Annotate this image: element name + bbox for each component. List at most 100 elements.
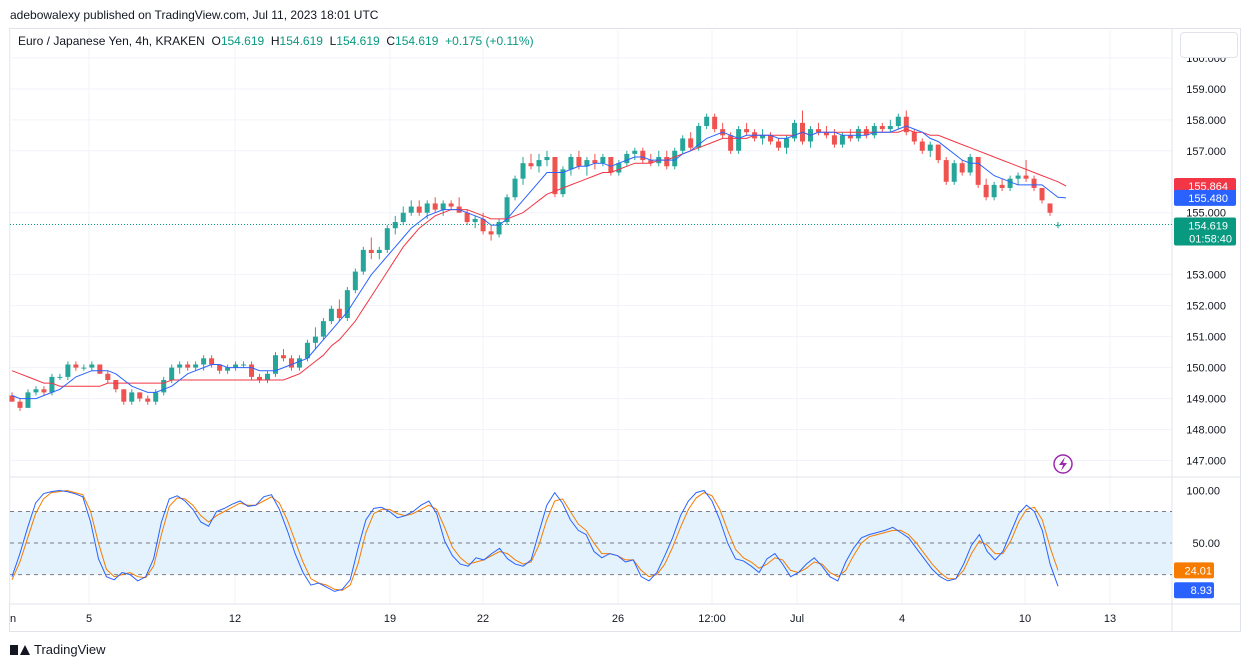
- candle-body: [81, 367, 87, 369]
- time-axis-tick: n: [10, 613, 16, 625]
- time-axis-tick: Jul: [790, 613, 804, 625]
- candle-body: [760, 135, 766, 139]
- candle-body: [209, 358, 215, 365]
- time-axis-tick: 10: [1019, 613, 1031, 625]
- lightning-bolt-icon: [1059, 457, 1067, 471]
- oscillator-label-box: [1174, 562, 1214, 579]
- candle-body: [249, 364, 255, 377]
- candle-body: [233, 364, 239, 368]
- oscillator-axis-tick: 100.00: [1186, 486, 1220, 498]
- change-value: +0.175 (+0.11%): [445, 34, 534, 48]
- candle-body: [728, 135, 734, 151]
- candle-body: [768, 135, 774, 142]
- candle-body: [400, 212, 406, 223]
- candle-body: [943, 160, 949, 182]
- candle-body: [560, 169, 566, 195]
- candle-body: [999, 184, 1005, 188]
- candle-body: [368, 249, 374, 253]
- candle-body: [744, 129, 750, 133]
- publisher-line: adebowalexy published on TradingView.com…: [10, 8, 379, 22]
- candle-body: [1039, 187, 1045, 201]
- candle-body: [65, 364, 71, 377]
- candle-body: [664, 156, 670, 167]
- candle-body: [1055, 225, 1061, 227]
- tradingview-logo-icon: [10, 643, 30, 657]
- candle-body: [448, 203, 454, 207]
- candle-body: [49, 376, 55, 393]
- candle-body: [927, 144, 933, 151]
- candle-body: [536, 160, 542, 167]
- oscillator-label-value: 8.93: [1191, 585, 1212, 597]
- candle-body: [105, 373, 111, 380]
- candle-body: [17, 401, 23, 408]
- candle-body: [488, 231, 494, 235]
- candle-body: [1015, 175, 1021, 179]
- candle-body: [528, 163, 534, 167]
- price-label-value: 155.480: [1188, 193, 1228, 205]
- candle-body: [616, 163, 622, 173]
- brand-name: TradingView: [34, 642, 106, 657]
- candle-body: [776, 141, 782, 148]
- low-label: L: [329, 34, 337, 48]
- candle-body: [496, 222, 502, 235]
- candle-body: [288, 358, 294, 368]
- candle-body: [121, 389, 127, 402]
- time-axis-tick: 22: [477, 613, 489, 625]
- candle-body: [1023, 175, 1029, 179]
- candle-body: [145, 398, 151, 402]
- price-axis-tick: 153.000: [1186, 270, 1226, 282]
- candle-body: [504, 197, 510, 223]
- candle-body: [480, 218, 486, 232]
- oscillator-label-box: [1174, 582, 1214, 599]
- candle-body: [1047, 203, 1053, 213]
- candle-body: [153, 392, 159, 402]
- candle-body: [991, 184, 997, 198]
- candle-body: [464, 212, 470, 223]
- candle-body: [552, 156, 558, 195]
- symbol-name: Euro / Japanese Yen, 4h, KRAKEN: [18, 34, 205, 48]
- candle-body: [696, 126, 702, 148]
- candle-body: [935, 144, 941, 161]
- candle-body: [792, 122, 798, 139]
- time-axis-tick: 26: [612, 613, 624, 625]
- candle-body: [600, 156, 606, 164]
- candle-body: [704, 116, 710, 127]
- candle-body: [592, 160, 598, 164]
- candle-body: [712, 116, 718, 130]
- countdown-timer: 01:58:40: [1189, 234, 1232, 246]
- candle-body: [217, 364, 223, 371]
- price-axis-tick: 148.000: [1186, 425, 1226, 437]
- candle-body: [983, 184, 989, 198]
- candle-body: [392, 222, 398, 229]
- candle-body: [320, 321, 326, 337]
- time-axis-tick: 12:00: [698, 613, 726, 625]
- candle-body: [193, 364, 199, 368]
- high-label: H: [270, 34, 280, 48]
- price-scale-button[interactable]: [1180, 32, 1238, 58]
- ma-fast-line: [11, 125, 1067, 400]
- price-axis-tick: 157.000: [1186, 146, 1226, 158]
- symbol-legend: Euro / Japanese Yen, 4h, KRAKEN O154.619…: [18, 34, 534, 48]
- candle-body: [89, 364, 95, 368]
- candle-body: [895, 116, 901, 127]
- candle-body: [169, 367, 175, 380]
- candle-body: [520, 163, 526, 179]
- candle-body: [823, 132, 829, 136]
- candle-body: [57, 376, 63, 378]
- candle-body: [113, 379, 119, 390]
- candle-body: [360, 249, 366, 272]
- candle-body: [784, 138, 790, 148]
- candle-body: [137, 392, 143, 399]
- candle-body: [384, 228, 390, 250]
- candle-body: [648, 160, 654, 164]
- candle-body: [736, 129, 742, 151]
- time-axis-tick: 13: [1104, 613, 1116, 625]
- candle-body: [624, 153, 630, 164]
- candle-body: [73, 364, 79, 368]
- candle-body: [296, 358, 302, 368]
- candle-body: [472, 218, 478, 223]
- candle-body: [241, 364, 247, 366]
- candle-body: [201, 358, 207, 365]
- candle-body: [967, 156, 973, 173]
